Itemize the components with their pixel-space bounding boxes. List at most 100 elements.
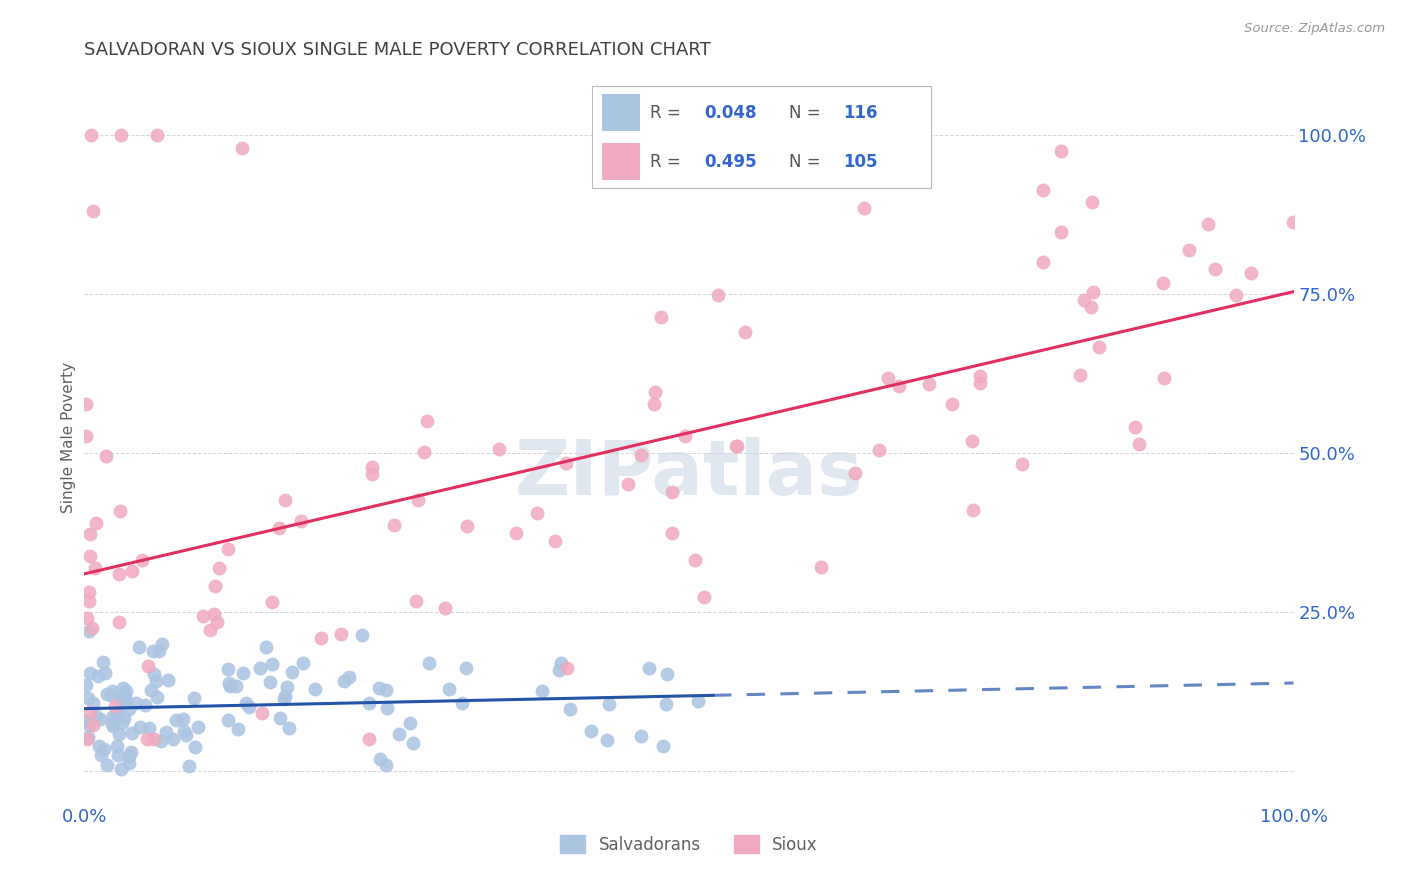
- Point: [217, 541, 239, 556]
- Point: [198, 624, 221, 638]
- Point: [1050, 144, 1073, 158]
- Point: [1032, 183, 1054, 197]
- Point: [375, 701, 398, 715]
- Point: [725, 439, 748, 453]
- Point: [291, 656, 314, 670]
- Text: ZIPatlas: ZIPatlas: [515, 437, 863, 510]
- Point: [262, 595, 284, 609]
- Point: [734, 325, 756, 339]
- Point: [208, 561, 231, 575]
- Point: [107, 567, 129, 582]
- Point: [456, 519, 478, 533]
- Point: [1073, 293, 1095, 307]
- Point: [359, 732, 381, 747]
- Point: [277, 721, 299, 735]
- Point: [128, 640, 150, 654]
- Point: [595, 733, 617, 747]
- Point: [110, 762, 132, 776]
- Point: [121, 565, 143, 579]
- Point: [630, 448, 652, 462]
- Point: [548, 663, 571, 677]
- Point: [437, 681, 460, 696]
- Point: [388, 726, 411, 740]
- Point: [1225, 288, 1247, 302]
- Point: [77, 624, 100, 638]
- Point: [87, 669, 110, 683]
- Point: [82, 717, 104, 731]
- Point: [686, 694, 709, 708]
- Point: [1123, 420, 1146, 434]
- Point: [238, 700, 260, 714]
- Point: [108, 727, 131, 741]
- Point: [183, 690, 205, 705]
- Point: [90, 747, 112, 762]
- Point: [134, 698, 156, 713]
- Point: [115, 684, 138, 698]
- Point: [218, 676, 240, 690]
- Point: [451, 696, 474, 710]
- Point: [84, 516, 107, 531]
- Point: [918, 377, 941, 392]
- Point: [505, 525, 527, 540]
- Point: [131, 553, 153, 567]
- Point: [405, 594, 427, 608]
- Point: [118, 748, 141, 763]
- Point: [382, 517, 405, 532]
- Point: [252, 706, 274, 721]
- Point: [232, 665, 254, 680]
- Point: [1240, 266, 1263, 280]
- Point: [650, 310, 672, 325]
- Text: Source: ZipAtlas.com: Source: ZipAtlas.com: [1244, 22, 1385, 36]
- Point: [374, 758, 396, 772]
- Point: [276, 680, 298, 694]
- Point: [79, 526, 101, 541]
- Point: [202, 607, 225, 622]
- Point: [267, 521, 290, 535]
- Point: [557, 661, 579, 675]
- Point: [77, 584, 100, 599]
- Point: [962, 502, 984, 516]
- Point: [1069, 368, 1091, 382]
- Point: [94, 449, 117, 463]
- Point: [1178, 244, 1201, 258]
- Point: [454, 661, 477, 675]
- Point: [165, 713, 187, 727]
- Point: [555, 456, 578, 470]
- Point: [374, 683, 396, 698]
- Point: [115, 694, 138, 708]
- Point: [76, 397, 98, 411]
- Point: [86, 708, 108, 723]
- Point: [110, 693, 132, 707]
- Point: [150, 734, 173, 748]
- Point: [1050, 226, 1073, 240]
- Point: [960, 434, 983, 449]
- Point: [107, 708, 129, 723]
- Point: [150, 637, 173, 651]
- Point: [598, 697, 620, 711]
- Point: [82, 621, 104, 635]
- Point: [76, 610, 98, 624]
- Point: [274, 492, 297, 507]
- Point: [162, 732, 184, 747]
- Point: [333, 673, 356, 688]
- Point: [434, 601, 457, 615]
- Point: [105, 706, 128, 720]
- Point: [87, 739, 110, 754]
- Point: [544, 533, 567, 548]
- Point: [79, 665, 101, 680]
- Point: [79, 549, 101, 563]
- Point: [121, 726, 143, 740]
- Point: [79, 705, 101, 719]
- Point: [110, 504, 132, 518]
- Point: [1152, 276, 1174, 290]
- Point: [174, 728, 197, 742]
- Point: [75, 714, 97, 728]
- Point: [290, 514, 312, 528]
- Point: [350, 628, 373, 642]
- Point: [118, 756, 141, 771]
- Point: [337, 670, 360, 684]
- Point: [100, 688, 122, 702]
- Point: [217, 713, 239, 727]
- Point: [187, 720, 209, 734]
- Point: [93, 742, 115, 756]
